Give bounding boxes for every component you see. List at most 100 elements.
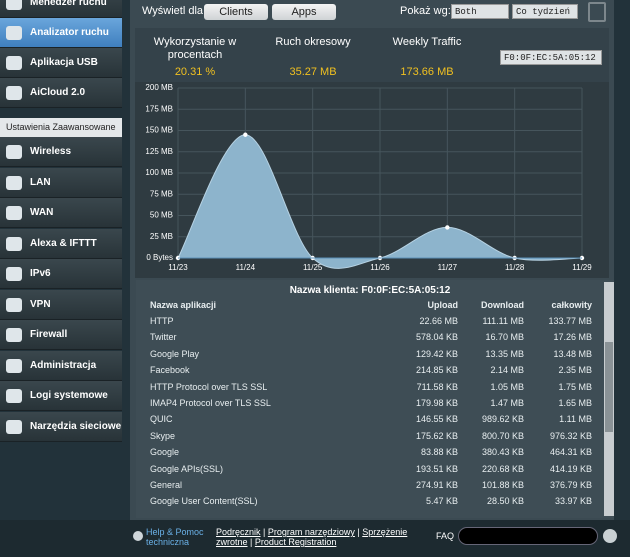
table-row: General 274.91 KB 101.88 KB 376.79 KB [0, 477, 600, 493]
cell: 129.42 KB [415, 348, 458, 359]
cell: 17.26 MB [553, 332, 592, 343]
cell: Google [150, 447, 180, 458]
menu-item[interactable]: Menedżer ruchu [0, 0, 122, 18]
cell: 2.35 MB [558, 365, 592, 376]
menu-item[interactable]: WAN [0, 198, 122, 228]
y-tick-label: 75 MB [150, 189, 173, 198]
clients-button[interactable]: Clients [204, 4, 268, 20]
point [243, 132, 248, 137]
y-tick-label: 100 MB [145, 168, 173, 177]
menu-icon [6, 328, 22, 342]
table-row: Google User Content(SSL) 5.47 KB 28.50 KB 3… [0, 493, 600, 509]
table-row: QUIC 146.55 KB 989.62 KB 1.11 MB [0, 411, 600, 427]
menu-icon [6, 56, 22, 70]
cell: 175.62 KB [415, 430, 458, 441]
cell: 1.05 MB [490, 381, 524, 392]
link[interactable]: Podręcznik [216, 527, 261, 537]
show-label: Pokaż wg: [400, 5, 451, 17]
cell: 414.19 KB [549, 463, 592, 474]
cell: 800.70 KB [481, 430, 524, 441]
search-button[interactable] [603, 529, 617, 543]
cell: HTTP Protocol over TLS SSL [150, 381, 268, 392]
cell: 179.98 KB [415, 398, 458, 408]
table-row: Google APIs(SSL) 193.51 KB 220.68 KB 414.19… [0, 461, 600, 477]
menu-item[interactable]: Administracja [0, 350, 122, 381]
table-title: Nazwa klienta: F0:0F:EC:5A:05:12 [289, 285, 451, 296]
cell: IMAP4 Protocol over TLS SSL [150, 398, 271, 408]
client-select[interactable]: F0:0F:EC:5A:05:12 [500, 50, 602, 65]
help-icon [133, 531, 143, 541]
y-tick-label: 150 MB [145, 126, 173, 135]
trash-icon[interactable] [588, 2, 606, 22]
y-tick-label: 50 MB [150, 211, 173, 220]
link[interactable]: Program narzędziowy [267, 527, 355, 537]
y-tick-label: 0 Bytes [146, 253, 173, 262]
column-header: Nazwa aplikacji [150, 300, 217, 310]
stat-label: Weekly Traffic [392, 36, 462, 48]
table-header: Nazwa aplikacji Upload Download całkowity [0, 297, 600, 313]
x-tick-label: 11/28 [505, 263, 525, 272]
cell: 711.58 KB [416, 381, 458, 392]
view-label: Wyświetl dla: [142, 5, 207, 17]
table-row: Google 83.88 KB 380.43 KB 464.31 KB [0, 444, 600, 460]
x-tick-label: 11/25 [303, 263, 323, 272]
footer-links: Podręcznik | Program narzędziowy | Sprzę… [216, 527, 408, 547]
point [445, 225, 450, 230]
cell: Google User Content(SSL) [150, 496, 258, 507]
cell: 220.68 KB [481, 463, 524, 474]
faq-label: FAQ [436, 531, 455, 541]
menu-icon [6, 175, 22, 190]
cell: HTTP [150, 316, 174, 326]
menu-item[interactable]: Narzędzia sieciowe [0, 411, 122, 442]
table-row: IMAP4 Protocol over TLS SSL 179.98 KB 1.47… [0, 395, 600, 411]
link[interactable]: Sprzężenie zwrotne [216, 527, 408, 547]
stat-value: 35.27 MB [289, 66, 337, 78]
link[interactable]: Product Registration [254, 537, 337, 547]
menu-item[interactable]: Aplikacja USB [0, 48, 122, 78]
x-tick-label: 11/26 [370, 263, 390, 272]
cell: General [150, 480, 183, 490]
menu-item[interactable]: IPv6 [0, 259, 122, 289]
cell: 376.79 KB [549, 480, 592, 490]
menu-item[interactable]: Analizator ruchu [0, 18, 122, 48]
cell: 380.43 KB [481, 447, 524, 458]
menu-item[interactable]: Alexa & IFTTT [0, 228, 122, 259]
apps-button[interactable]: Apps [272, 4, 336, 20]
x-tick-label: 11/24 [236, 263, 256, 272]
cell: 214.85 KB [415, 365, 458, 376]
cell: 133.77 MB [548, 316, 592, 326]
direction-select[interactable]: Both [451, 4, 509, 19]
column-header: Download [481, 300, 524, 310]
menu-icon [6, 236, 22, 251]
menu-item[interactable]: Firewall [0, 320, 122, 350]
menu-icon [6, 358, 22, 373]
table-row: HTTP Protocol over TLS SSL 711.58 KB 1.05 … [0, 379, 600, 395]
menu-item[interactable]: LAN [0, 167, 122, 198]
menu-icon [6, 389, 22, 403]
menu-icon [6, 86, 22, 100]
search-box[interactable] [458, 527, 598, 545]
menu-item[interactable]: Wireless [0, 137, 122, 167]
stat-label: Ruch okresowy [275, 36, 351, 48]
cell: 1.47 MB [490, 398, 524, 408]
menu-item[interactable]: VPN [0, 289, 122, 320]
scrollbar[interactable] [604, 282, 614, 516]
cell: 1.11 MB [559, 414, 592, 425]
cell: Google APIs(SSL) [150, 463, 224, 474]
menu-item[interactable]: Logi systemowe [0, 381, 122, 411]
menu-icon [6, 297, 22, 312]
stat-value: 173.66 MB [400, 66, 454, 78]
cell: 13.48 MB [553, 348, 592, 359]
menu-icon [6, 145, 22, 159]
stat-value: 20.31 % [174, 66, 216, 78]
x-tick-label: 11/27 [438, 263, 458, 272]
cell: 146.55 KB [415, 414, 458, 425]
cell: 13.35 MB [485, 348, 524, 359]
menu-item[interactable]: AiCloud 2.0 [0, 78, 122, 108]
period-select[interactable]: Co tydzień [512, 4, 578, 19]
help-text[interactable]: Help & Pomoc techniczna [146, 527, 204, 547]
cell: 22.66 MB [419, 316, 458, 326]
cell: QUIC [150, 414, 173, 425]
y-tick-label: 175 MB [145, 104, 173, 113]
